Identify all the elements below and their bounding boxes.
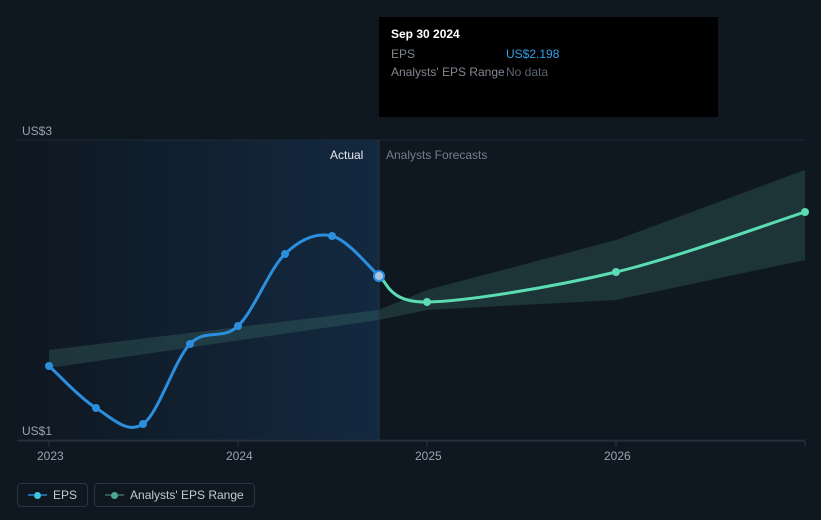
x-axis-label: 2025 <box>415 449 442 463</box>
legend-label: Analysts' EPS Range <box>130 488 244 502</box>
region-label-actual: Actual <box>330 148 363 162</box>
region-label-forecast: Analysts Forecasts <box>386 148 487 162</box>
tooltip-key: Analysts' EPS Range <box>391 63 506 81</box>
tooltip-value: US$2.198 <box>506 45 559 63</box>
x-axis-label: 2023 <box>37 449 64 463</box>
chart-tooltip: Sep 30 2024 EPSUS$2.198Analysts' EPS Ran… <box>379 17 718 117</box>
legend-label: EPS <box>53 488 77 502</box>
tooltip-date: Sep 30 2024 <box>391 25 706 43</box>
tooltip-row: Analysts' EPS RangeNo data <box>391 63 706 81</box>
x-axis-label: 2024 <box>226 449 253 463</box>
legend-item[interactable]: Analysts' EPS Range <box>94 483 255 507</box>
tooltip-value: No data <box>506 63 548 81</box>
x-axis-label: 2026 <box>604 449 631 463</box>
chart-legend: EPS Analysts' EPS Range <box>17 483 255 507</box>
legend-swatch <box>28 492 47 499</box>
legend-swatch <box>105 492 124 499</box>
tooltip-row: EPSUS$2.198 <box>391 45 706 63</box>
eps-chart: Sep 30 2024 EPSUS$2.198Analysts' EPS Ran… <box>0 0 821 520</box>
legend-item[interactable]: EPS <box>17 483 88 507</box>
y-axis-label: US$3 <box>22 124 52 138</box>
y-axis-label: US$1 <box>22 424 52 438</box>
tooltip-key: EPS <box>391 45 506 63</box>
